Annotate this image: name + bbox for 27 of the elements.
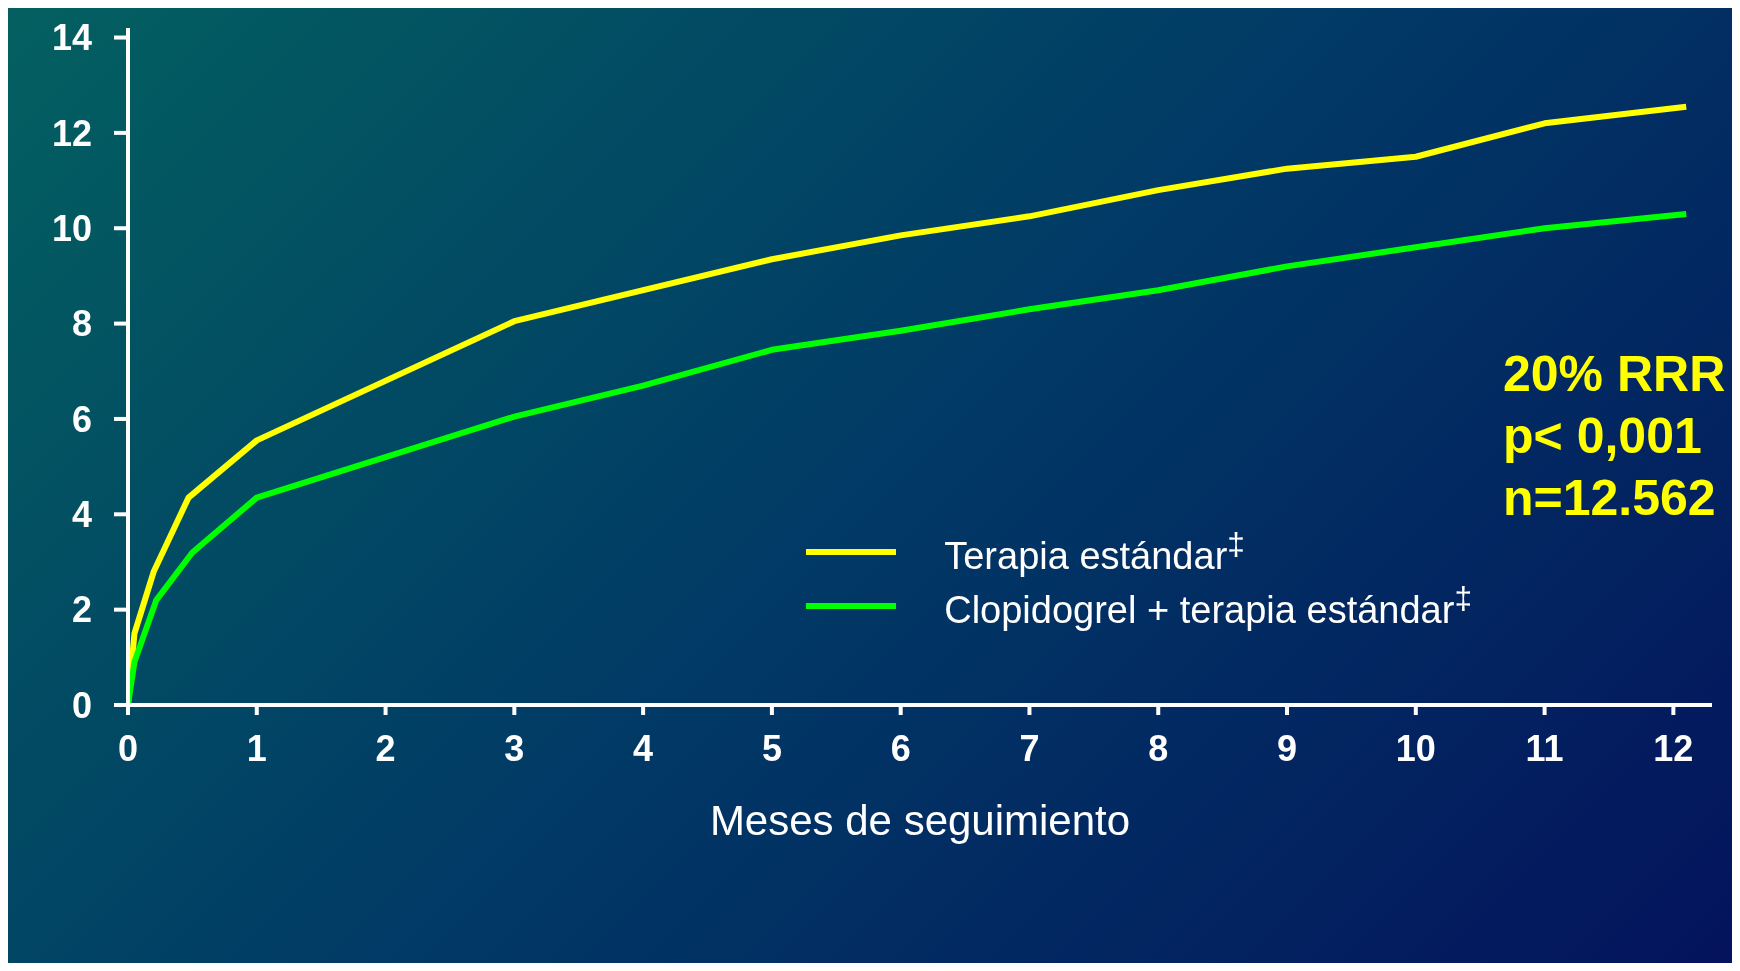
x-tick-label: 11 [1525,727,1564,769]
y-tick-label: 4 [71,494,92,536]
x-tick-label: 2 [375,727,396,769]
x-tick-label: 3 [504,727,525,769]
x-tick-label: 0 [117,727,139,769]
x-axis-title: Meses de seguimiento [709,797,1131,844]
x-tick-label: 5 [761,727,782,769]
x-tick-label: 6 [890,727,911,769]
y-tick-label: 12 [51,112,92,154]
x-tick-label: 8 [1148,727,1169,769]
annotation: n=12.562 [1503,469,1717,528]
x-tick-label: 4 [633,727,654,769]
x-tick-label: 1 [246,727,267,769]
y-tick-label: 8 [71,303,92,345]
y-tick-label: 14 [51,17,92,59]
y-tick-label: 6 [71,398,92,440]
x-tick-label: 7 [1019,727,1040,769]
legend-label: Terapia estándar$^{‡}$ [944,526,1245,577]
x-tick-label: 12 [1653,727,1694,769]
y-tick-label: 2 [71,589,92,631]
annotation: p< 0,001 [1503,407,1703,466]
y-tick-label: 0 [71,684,92,726]
annotation: 20% RRR [1503,345,1726,404]
legend-label: Clopidogrel + terapia estándar$^{‡}$ [944,580,1472,631]
x-tick-label: 10 [1395,727,1436,769]
y-tick-label: 10 [51,208,92,250]
x-tick-label: 9 [1277,727,1298,769]
